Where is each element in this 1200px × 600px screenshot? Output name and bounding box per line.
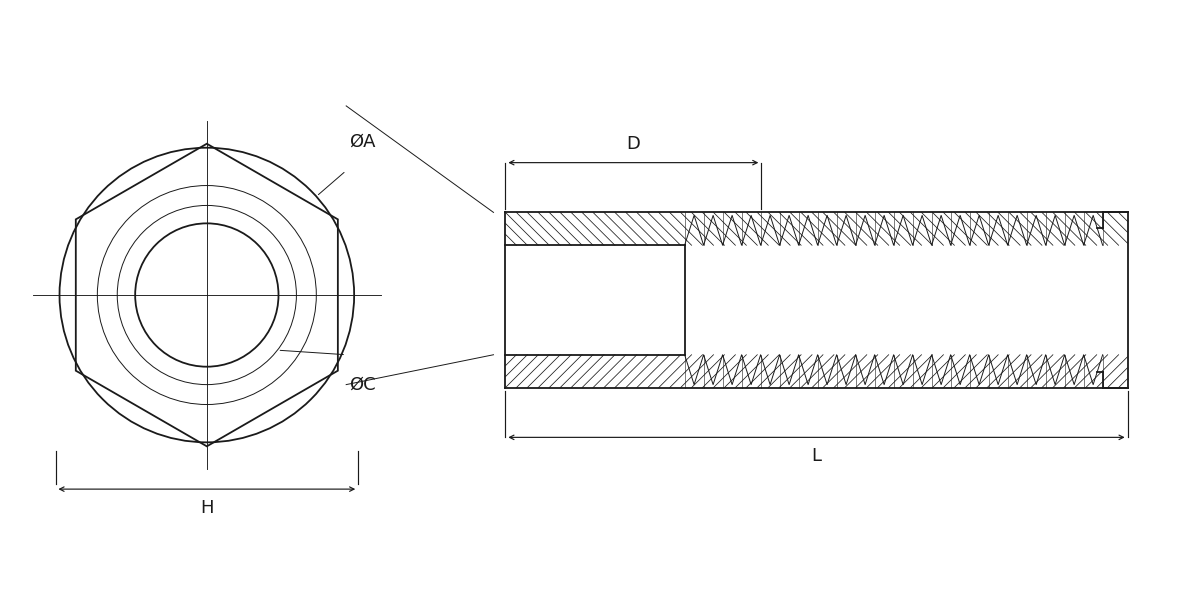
Text: ØC: ØC	[349, 376, 376, 394]
Text: H: H	[200, 499, 214, 517]
Text: ØA: ØA	[349, 133, 376, 151]
Text: L: L	[811, 448, 822, 466]
Text: D: D	[626, 134, 641, 152]
